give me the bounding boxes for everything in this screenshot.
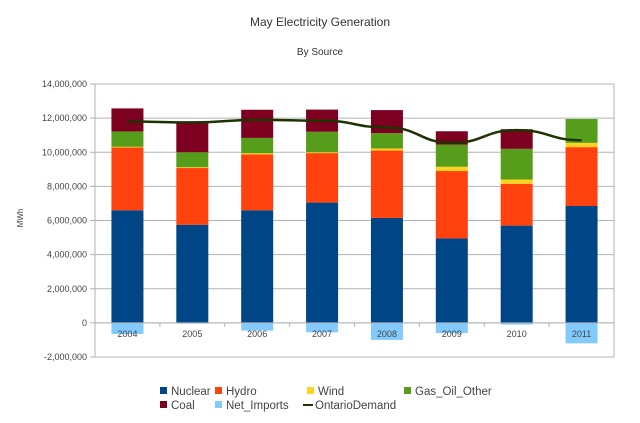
bar-gas-oil-other-2006 bbox=[241, 137, 274, 154]
bar-coal-2005 bbox=[176, 122, 209, 153]
bar-hydro-2006 bbox=[241, 154, 274, 211]
bar-gas-oil-other-2008 bbox=[370, 133, 403, 149]
y-tick-label: 8,000,000 bbox=[47, 181, 87, 191]
y-tick-label: -2,000,000 bbox=[44, 352, 87, 362]
bars bbox=[111, 108, 598, 344]
bar-hydro-2008 bbox=[370, 150, 403, 218]
bar-gas-oil-other-2005 bbox=[176, 152, 209, 168]
bar-net-imports-2008 bbox=[370, 322, 403, 340]
bar-nuclear-2009 bbox=[435, 238, 468, 323]
y-tick-label: 6,000,000 bbox=[47, 216, 87, 226]
legend-label: OntarioDemand bbox=[315, 400, 397, 412]
legend-item-wind[interactable]: Wind bbox=[307, 385, 344, 399]
bar-wind-2011 bbox=[565, 142, 598, 148]
bar-hydro-2004 bbox=[111, 147, 144, 211]
legend-swatch-net-imports bbox=[215, 401, 222, 408]
legend-label: Gas_Oil_Other bbox=[415, 386, 492, 398]
bar-net-imports-2009 bbox=[435, 322, 468, 334]
bar-net-imports-2004 bbox=[111, 322, 144, 334]
legend-swatch-wind bbox=[307, 387, 314, 394]
legend-label: Hydro bbox=[226, 386, 257, 398]
bar-gas-oil-other-2009 bbox=[435, 144, 468, 167]
bar-hydro-2011 bbox=[565, 147, 598, 206]
x-tick-label: 2005 bbox=[182, 329, 202, 339]
x-tick-label: 2006 bbox=[247, 329, 267, 339]
bar-net-imports-2007 bbox=[306, 322, 339, 333]
bar-wind-2009 bbox=[435, 166, 468, 172]
bar-gas-oil-other-2004 bbox=[111, 131, 144, 147]
bar-gas-oil-other-2010 bbox=[500, 148, 533, 180]
x-tick-label: 2004 bbox=[117, 329, 137, 339]
legend-label: Nuclear bbox=[171, 386, 211, 398]
bar-nuclear-2006 bbox=[241, 210, 274, 323]
bar-wind-2004 bbox=[111, 146, 144, 148]
bar-gas-oil-other-2007 bbox=[306, 131, 339, 153]
plot-frame bbox=[94, 84, 615, 358]
legend-item-net-imports[interactable]: Net_Imports bbox=[215, 399, 289, 413]
legend-swatch-coal bbox=[160, 401, 167, 408]
bar-hydro-2007 bbox=[306, 153, 339, 203]
chart-subtitle: By Source bbox=[297, 47, 344, 58]
bar-hydro-2010 bbox=[500, 183, 533, 226]
bar-coal-2010 bbox=[500, 129, 533, 149]
chart-title: May Electricity Generation bbox=[250, 15, 390, 29]
ontario-demand-line bbox=[127, 118, 582, 145]
x-tick-label: 2011 bbox=[572, 329, 591, 339]
y-tick-label: 12,000,000 bbox=[42, 113, 87, 123]
legend-item-ontario-demand[interactable]: OntarioDemand bbox=[303, 399, 396, 413]
legend-label: Wind bbox=[318, 386, 345, 398]
bar-wind-2007 bbox=[306, 152, 339, 154]
bar-hydro-2009 bbox=[435, 171, 468, 239]
bar-nuclear-2005 bbox=[176, 224, 209, 323]
x-tick-label: 2009 bbox=[442, 329, 462, 339]
x-tick-label: 2008 bbox=[377, 329, 397, 339]
y-tick-label: 14,000,000 bbox=[42, 79, 87, 89]
bar-wind-2010 bbox=[500, 179, 533, 184]
bar-nuclear-2004 bbox=[111, 210, 144, 323]
bar-net-imports-2006 bbox=[241, 322, 274, 331]
legend-item-coal[interactable]: Coal bbox=[160, 399, 195, 413]
y-tick-label: 0 bbox=[82, 318, 87, 328]
demand-line bbox=[127, 118, 582, 145]
bar-nuclear-2008 bbox=[370, 217, 403, 323]
bar-wind-2006 bbox=[241, 153, 274, 155]
gridlines bbox=[90, 83, 614, 358]
legend-item-hydro[interactable]: Hydro bbox=[215, 385, 257, 399]
bar-net-imports-2011 bbox=[565, 322, 598, 344]
legend-swatch-gas bbox=[404, 387, 411, 394]
y-tick-label: 10,000,000 bbox=[42, 147, 87, 157]
legend-item-nuclear[interactable]: Nuclear bbox=[160, 385, 211, 399]
legend-item-gas-oil-other[interactable]: Gas_Oil_Other bbox=[404, 385, 492, 399]
bar-nuclear-2010 bbox=[500, 225, 533, 323]
legend-swatch-demand bbox=[303, 404, 313, 406]
legend-swatch-hydro bbox=[215, 387, 222, 394]
bar-coal-2009 bbox=[435, 131, 468, 145]
y-axis-label: MWh bbox=[16, 209, 25, 228]
bar-hydro-2005 bbox=[176, 167, 209, 225]
x-tick-label: 2010 bbox=[507, 329, 527, 339]
bar-wind-2005 bbox=[176, 167, 209, 169]
y-axis-ticks: -2,000,000 0 2,000,000 4,000,000 6,000,000 8,… bbox=[42, 79, 87, 362]
x-tick-label: 2007 bbox=[312, 329, 332, 339]
x-axis-labels: 2004 2005 2006 2007 2008 2009 2010 2011 bbox=[94, 322, 615, 339]
bar-gas-oil-other-2011 bbox=[565, 118, 598, 143]
bar-nuclear-2007 bbox=[306, 202, 339, 323]
y-tick-label: 4,000,000 bbox=[47, 250, 87, 260]
bar-net-imports-2010 bbox=[500, 322, 533, 325]
bar-coal-2008 bbox=[370, 110, 403, 134]
legend-swatch-nuclear bbox=[160, 387, 167, 394]
y-tick-label: 2,000,000 bbox=[47, 284, 87, 294]
legend-label: Coal bbox=[171, 400, 195, 412]
bar-coal-2006 bbox=[241, 109, 274, 138]
bar-coal-2004 bbox=[111, 108, 144, 132]
legend-label: Net_Imports bbox=[226, 400, 289, 412]
bar-wind-2008 bbox=[370, 148, 403, 151]
bar-nuclear-2011 bbox=[565, 205, 598, 323]
